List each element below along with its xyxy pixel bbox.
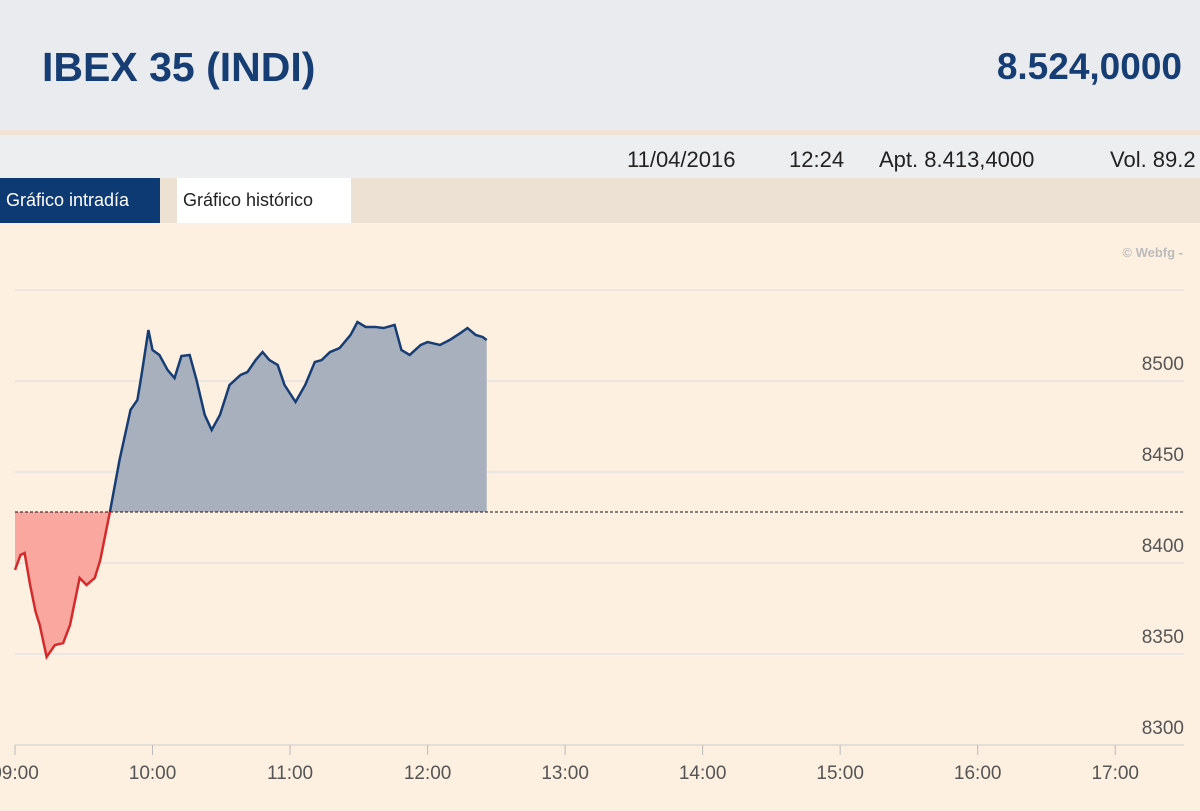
tab-bar: Gráfico intradía Gráfico histórico [0,178,1200,223]
time: 12:24 [789,147,845,172]
index-title: IBEX 35 (INDI) [42,44,316,90]
watermark: © Webfg - [1122,245,1183,260]
x-tick-label: 13:00 [541,763,589,784]
x-tick-label: 12:00 [404,763,452,784]
tab-intraday[interactable]: Gráfico intradía [0,178,160,223]
index-value: 8.524,0000 [996,46,1182,87]
x-tick-label: 14:00 [679,763,727,784]
x-tick-label: 11:00 [267,763,313,784]
x-tick-label: 16:00 [954,763,1002,784]
x-tick-label: 15:00 [816,763,864,784]
y-tick-label: 8400 [1142,536,1184,557]
tab-historic[interactable]: Gráfico histórico [177,178,351,223]
y-tick-label: 8500 [1142,354,1184,375]
y-tick-label: 8350 [1142,627,1184,648]
x-tick-label: 17:00 [1091,763,1139,784]
y-tick-label: 8300 [1142,718,1184,739]
x-tick-label: 10:00 [129,763,177,784]
open-price: Apt. 8.413,4000 [879,147,1035,172]
area [15,322,487,657]
price-line [13,320,488,660]
volume: Vol. 89.2 [1110,147,1196,172]
x-tick-label: 09:00 [0,763,39,784]
info-row: 11/04/2016 12:24 Apt. 8.413,4000 Vol. 89… [0,135,1200,178]
y-tick-label: 8450 [1142,445,1184,466]
header: IBEX 35 (INDI) 8.524,0000 [0,0,1200,135]
date: 11/04/2016 [627,147,736,172]
